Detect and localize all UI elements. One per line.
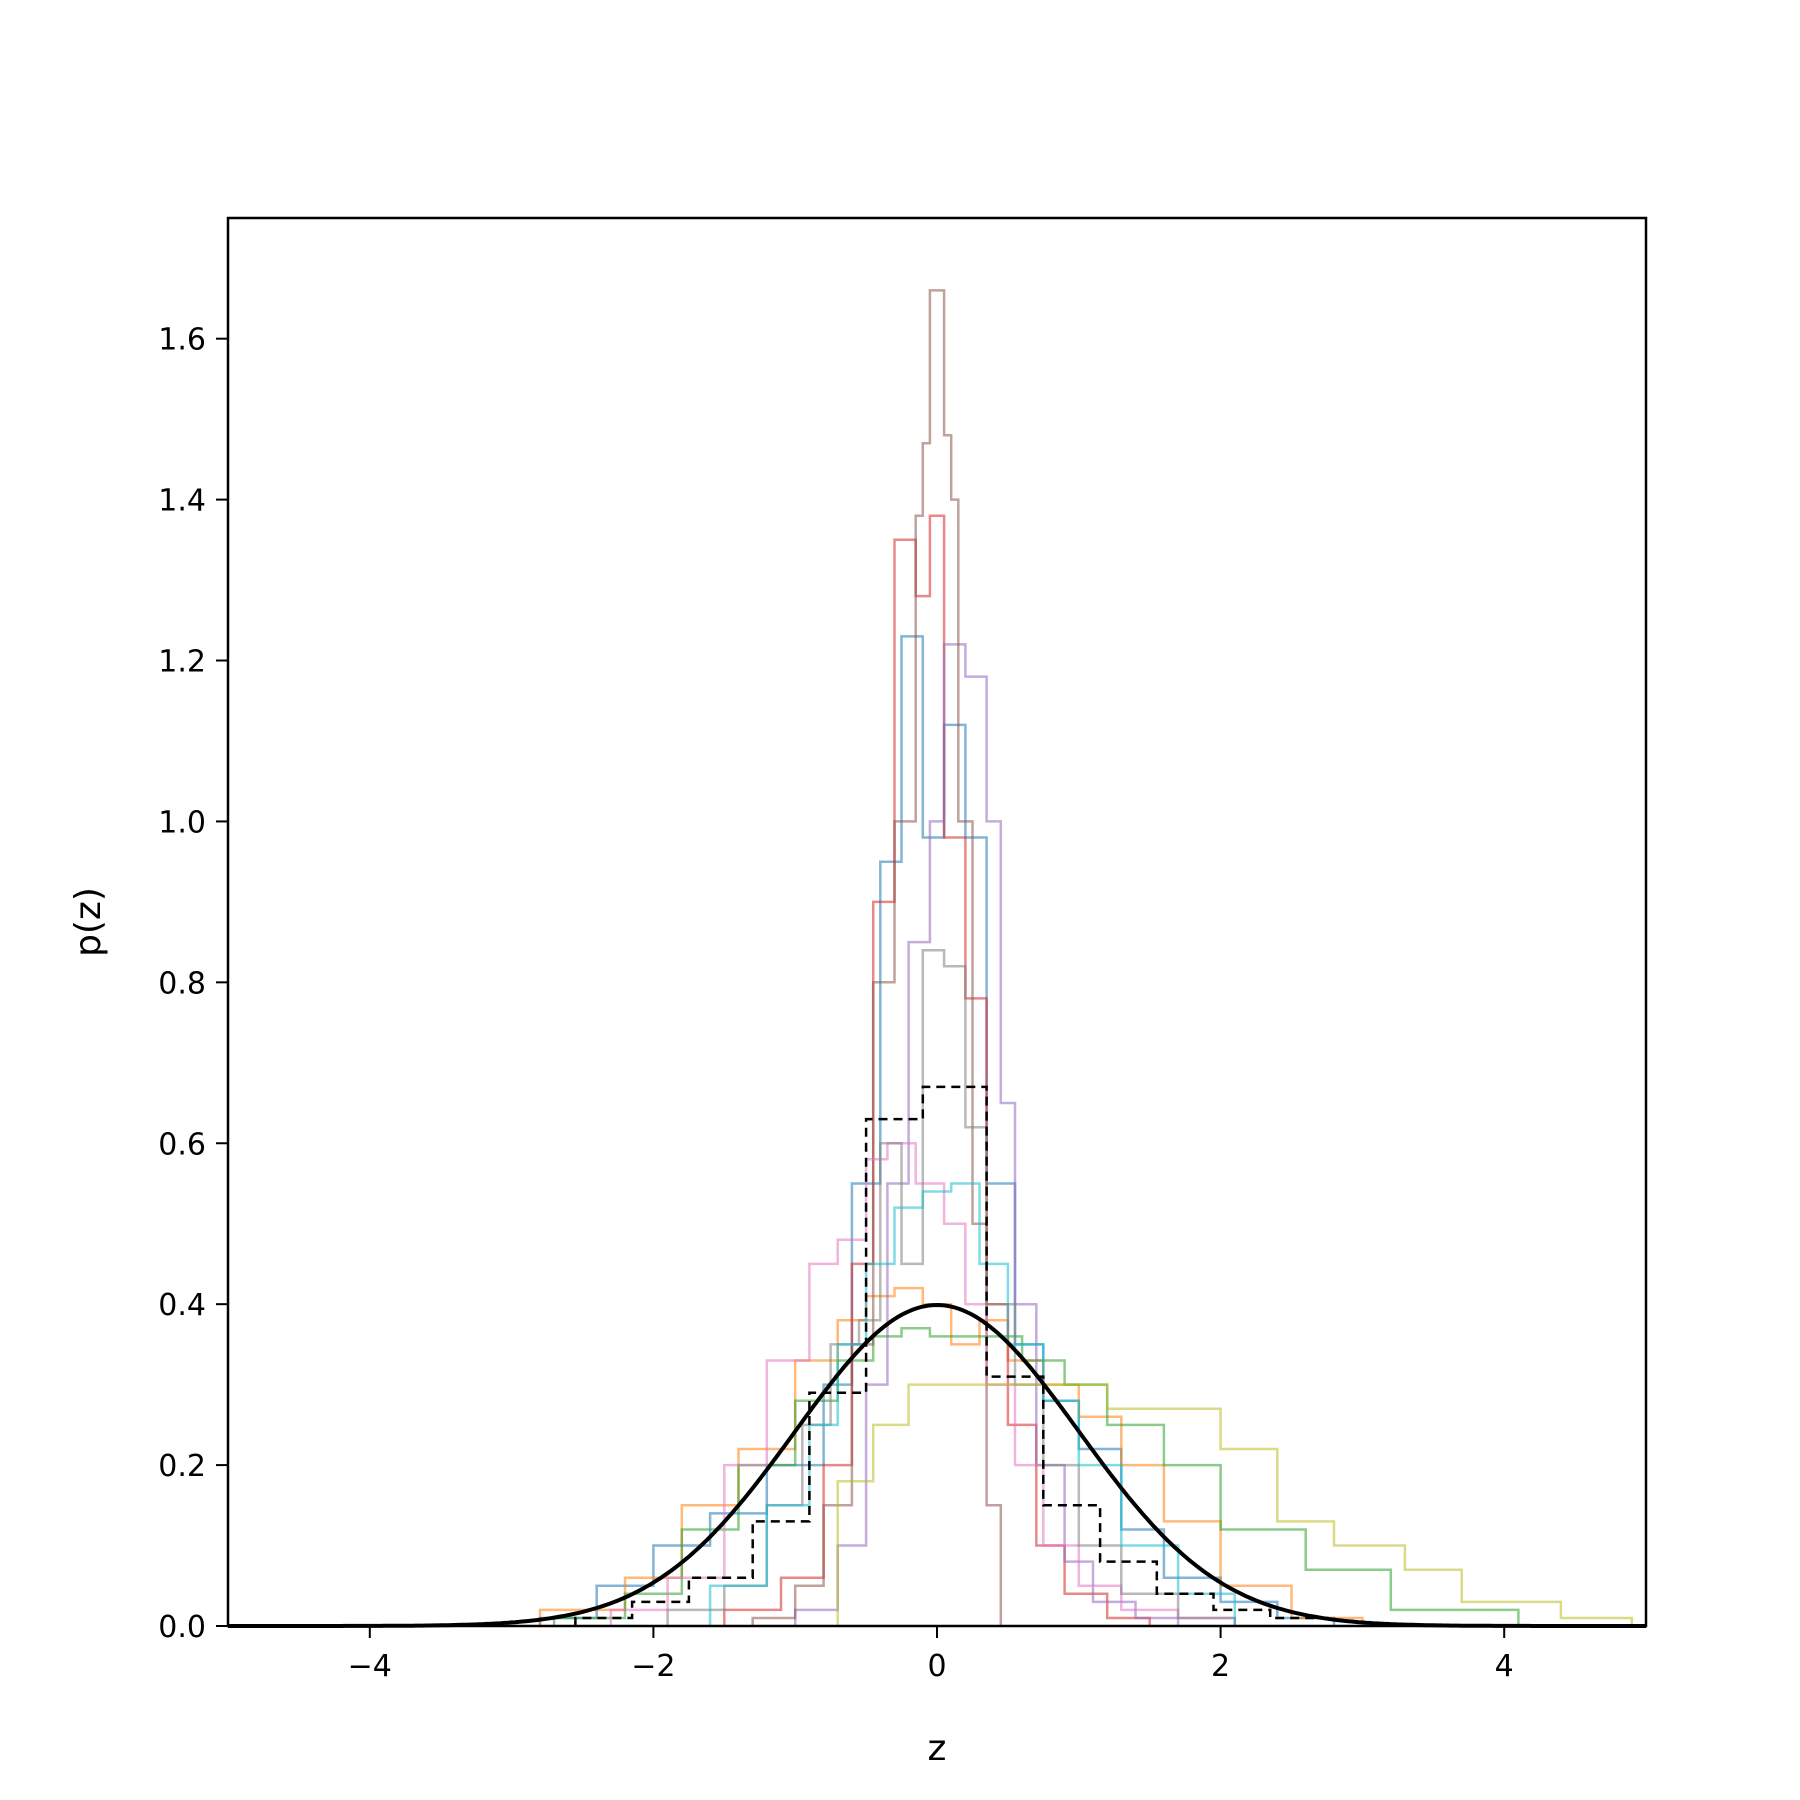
y-tick-label: 0.0 — [158, 1610, 206, 1645]
x-tick-label: −4 — [348, 1649, 392, 1684]
histogram-series-1 — [538, 635, 1336, 1626]
histogram-series-9 — [836, 1383, 1634, 1626]
histogram-series-7 — [609, 1142, 1237, 1626]
y-tick-label: 1.0 — [158, 805, 206, 840]
y-tick-label: 0.6 — [158, 1127, 206, 1162]
y-tick-label: 1.4 — [158, 484, 206, 519]
x-axis-label: z — [928, 1728, 947, 1769]
plot-marks — [228, 289, 1646, 1628]
y-axis: 0.0 0.2 0.4 0.6 0.8 1.0 1.2 1.4 1.6 — [158, 323, 228, 1645]
y-tick-label: 0.4 — [158, 1288, 206, 1323]
x-tick-label: 0 — [927, 1649, 946, 1684]
y-axis-label: p(z) — [68, 887, 109, 957]
y-tick-label: 0.8 — [158, 966, 206, 1001]
x-axis: −4 −2 0 2 4 — [348, 1626, 1514, 1684]
x-tick-label: 4 — [1495, 1649, 1514, 1684]
x-tick-label: 2 — [1211, 1649, 1230, 1684]
normal-pdf-curve — [228, 1302, 1646, 1628]
y-tick-label: 1.6 — [158, 323, 206, 358]
y-tick-label: 0.2 — [158, 1449, 206, 1484]
histogram-series-5 — [793, 643, 1180, 1626]
y-tick-label: 1.2 — [158, 645, 206, 680]
plot-frame — [226, 216, 1648, 1628]
x-tick-label: −2 — [631, 1649, 675, 1684]
histogram-series-3 — [552, 1327, 1520, 1626]
dashed-histogram — [574, 1085, 1329, 1626]
histogram-series-10 — [708, 1182, 1237, 1626]
histogram-series-6 — [751, 289, 1003, 1626]
histogram-series-4 — [723, 514, 1151, 1626]
